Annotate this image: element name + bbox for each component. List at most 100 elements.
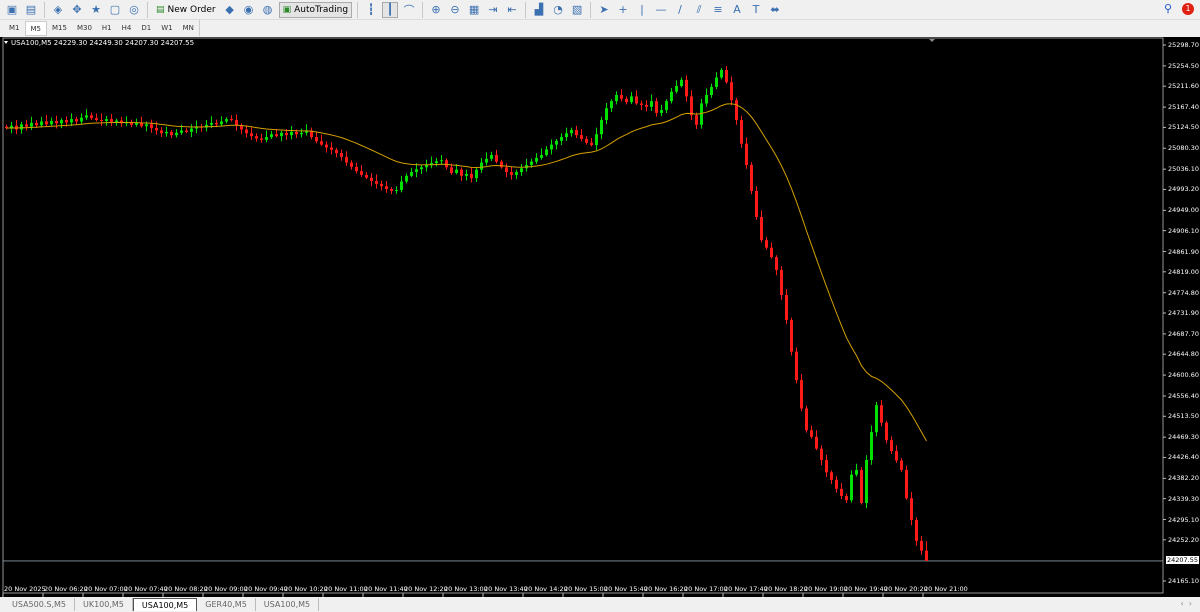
candle-body xyxy=(750,164,753,191)
terminal-icon[interactable]: ▢ xyxy=(109,3,121,16)
candlestick-icon[interactable]: ┃ xyxy=(382,1,399,18)
timeframe-m5[interactable]: M5 xyxy=(24,20,47,36)
candle-body xyxy=(605,108,608,121)
timeframe-w1[interactable]: W1 xyxy=(161,23,173,32)
zoom-in-icon[interactable]: ⊕ xyxy=(431,3,441,16)
timeframe-h4[interactable]: H4 xyxy=(121,23,132,32)
timeframe-m15[interactable]: M15 xyxy=(52,23,67,32)
fibonacci-icon[interactable]: ≡ xyxy=(713,3,723,16)
price-tick: 24687.70 xyxy=(1168,329,1200,338)
candle-body xyxy=(490,155,493,159)
market-watch-icon[interactable]: ◈ xyxy=(53,3,63,16)
candle-body xyxy=(420,167,423,170)
candle-body xyxy=(725,69,728,83)
signals-icon[interactable]: ◉ xyxy=(243,3,254,16)
chart-tab[interactable]: USA100,M5 xyxy=(256,598,320,611)
price-tick: 24469.30 xyxy=(1168,433,1200,442)
candle-body xyxy=(275,134,278,137)
timeframe-m30[interactable]: M30 xyxy=(76,23,92,32)
autotrading-button[interactable]: ▣ AutoTrading xyxy=(278,1,353,18)
search-icon[interactable]: ⚲ xyxy=(1163,2,1172,15)
candle-body xyxy=(310,130,313,138)
indicators-icon[interactable]: ▟ xyxy=(534,3,544,16)
candle-body xyxy=(205,124,208,128)
profiles-icon[interactable]: ▤ xyxy=(25,3,37,16)
candle-body xyxy=(735,100,738,121)
candle-body xyxy=(365,174,368,178)
auto-scroll-icon[interactable]: ⇥ xyxy=(488,3,498,16)
new-chart-icon[interactable]: ▣ xyxy=(6,3,18,16)
zoom-out-icon[interactable]: ⊖ xyxy=(450,3,460,16)
trendline-icon[interactable]: / xyxy=(678,3,682,16)
timeframe-h1[interactable]: H1 xyxy=(101,23,112,32)
text-label-icon[interactable]: T xyxy=(752,3,760,16)
metaeditor-icon[interactable]: ◆ xyxy=(225,3,234,16)
candle-body xyxy=(775,257,778,270)
candle-body xyxy=(150,124,153,129)
horizontal-line-icon[interactable]: — xyxy=(655,3,667,16)
chart-tab[interactable]: UK100,M5 xyxy=(75,598,133,611)
candle-body xyxy=(415,169,418,173)
text-icon[interactable]: A xyxy=(733,3,741,16)
candle-body xyxy=(235,120,238,126)
candle-body xyxy=(655,101,658,113)
candle-body xyxy=(840,488,843,496)
tab-scroll[interactable]: ‹ › xyxy=(1181,599,1193,608)
price-tick: 24295.10 xyxy=(1168,515,1200,524)
periods-icon[interactable]: ◔ xyxy=(553,3,563,16)
candle-body xyxy=(630,96,633,103)
candle-body xyxy=(850,474,853,501)
templates-icon[interactable]: ▧ xyxy=(571,3,583,16)
time-tick: 20 Nov 19:40 xyxy=(844,585,888,593)
candle-body xyxy=(795,351,798,381)
scroll-left-icon[interactable]: ‹ xyxy=(1180,599,1184,608)
candle-body xyxy=(800,380,803,409)
strategy-tester-icon[interactable]: ◎ xyxy=(129,3,139,16)
timeframe-m1[interactable]: M1 xyxy=(9,23,20,32)
navigator-icon[interactable]: ✥ xyxy=(72,3,82,16)
scroll-right-icon[interactable]: › xyxy=(1188,599,1192,608)
candle-body xyxy=(740,120,743,144)
channel-icon[interactable]: ⫽ xyxy=(696,2,702,16)
cursor-icon[interactable]: ➤ xyxy=(599,3,609,16)
data-window-icon[interactable]: ★ xyxy=(91,3,101,16)
candle-body xyxy=(350,162,353,167)
candle-body xyxy=(860,469,863,504)
candle-body xyxy=(620,94,623,99)
price-chart[interactable] xyxy=(0,37,1200,597)
community-icon[interactable]: ◍ xyxy=(262,3,273,16)
candle-body xyxy=(805,408,808,431)
crosshair-icon[interactable]: + xyxy=(618,3,628,16)
candle-body xyxy=(890,440,893,452)
chart-shift-icon[interactable]: ⇤ xyxy=(507,3,517,16)
candle-body xyxy=(450,167,453,173)
candle-body xyxy=(715,77,718,87)
line-chart-icon[interactable]: ⌒ xyxy=(403,3,415,17)
time-tick: 20 Nov 07:00 xyxy=(84,585,128,593)
chart-tab[interactable]: GER40,M5 xyxy=(197,598,256,611)
chart-window[interactable]: USA100,M5 24229.30 24249.30 24207.30 242… xyxy=(0,37,1200,597)
candle-body xyxy=(280,132,283,137)
time-tick: 20 Nov 15:00 xyxy=(564,585,608,593)
candle-body xyxy=(390,189,393,191)
candle-body xyxy=(530,161,533,165)
candle-body xyxy=(145,124,148,127)
tile-windows-icon[interactable]: ▦ xyxy=(468,3,480,16)
notification-icon[interactable]: 1 xyxy=(1182,2,1194,15)
timeframe-mn[interactable]: MN xyxy=(182,23,194,32)
bar-chart-icon[interactable]: ┇ xyxy=(367,3,375,16)
toolbar-separator xyxy=(147,1,148,18)
toolbar-separator xyxy=(44,1,45,18)
shapes-icon[interactable]: ⬌ xyxy=(770,3,780,16)
candle-body xyxy=(825,460,828,473)
timeframe-d1[interactable]: D1 xyxy=(141,23,152,32)
collapse-arrow-icon[interactable] xyxy=(4,41,8,44)
candle-body xyxy=(665,101,668,111)
moving-average-line xyxy=(6,103,927,442)
chart-shift-marker[interactable] xyxy=(929,39,935,42)
chart-tab[interactable]: USA500.S,M5 xyxy=(4,598,75,611)
new-order-button[interactable]: ▤ New Order xyxy=(153,2,219,18)
vertical-line-icon[interactable]: | xyxy=(640,3,644,16)
chart-tab[interactable]: USA100,M5 xyxy=(132,598,198,611)
candle-body xyxy=(685,79,688,97)
